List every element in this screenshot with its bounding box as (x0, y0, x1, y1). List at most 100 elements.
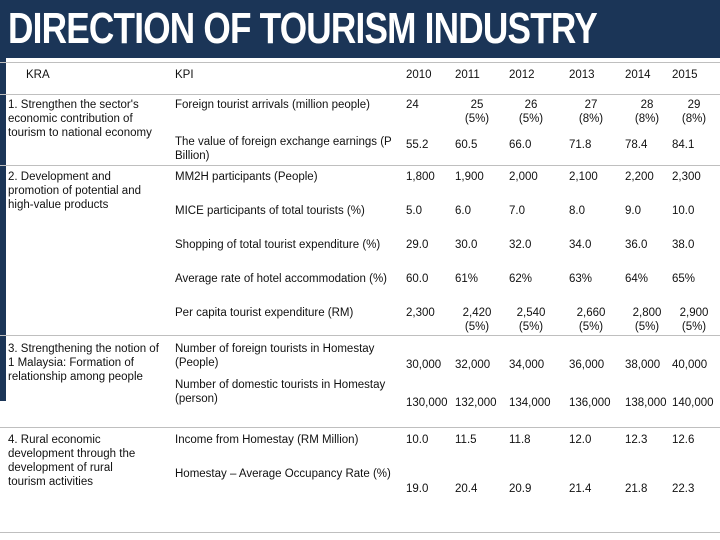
value-cell-line: 11.5 (455, 434, 477, 446)
value-cell: 10.0 (406, 433, 428, 447)
value-cell-line: (8%) (578, 113, 604, 125)
value-cell: 12.6 (672, 433, 694, 447)
value-cell-line: 34.0 (569, 239, 592, 251)
value-cell: 2,300 (406, 306, 435, 320)
value-cell-line: 30,000 (406, 359, 442, 371)
value-cell-line: (5%) (464, 113, 490, 125)
value-cell: 64% (625, 272, 648, 286)
kpi-cell-line: (person) (175, 393, 218, 405)
value-cell-line: 5.0 (406, 205, 422, 217)
value-cell: 132,000 (455, 396, 497, 410)
value-cell: 29.0 (406, 238, 428, 252)
value-cell-line: 140,000 (672, 397, 714, 409)
kra-cell-line: economic contribution of (8, 113, 133, 125)
kpi-cell: MM2H participants (People) (175, 170, 318, 184)
value-cell: 32.0 (509, 238, 531, 252)
value-cell-line: (8%) (634, 113, 660, 125)
row-divider (0, 335, 720, 336)
value-cell: 78.4 (625, 138, 647, 152)
kpi-cell-line: Foreign tourist arrivals (million people… (175, 99, 370, 111)
kra-cell: 1. Strengthen the sector's economic contr… (8, 98, 152, 140)
value-cell: 10.0 (672, 204, 694, 218)
value-cell: 61% (455, 272, 478, 286)
value-cell: 36.0 (625, 238, 647, 252)
value-cell-line: 60.0 (406, 273, 429, 285)
value-cell-line: (5%) (518, 321, 544, 333)
value-cell: 60.0 (406, 272, 428, 286)
value-cell-line: (8%) (681, 113, 707, 125)
value-cell: 71.8 (569, 138, 591, 152)
value-cell: 2,660 (5%) (569, 306, 613, 334)
header-year: 2013 (569, 69, 595, 81)
header-year: 2014 (625, 69, 651, 81)
value-cell: 138,000 (625, 396, 667, 410)
kpi-cell-line: Shopping of total tourist expenditure (%… (175, 239, 381, 251)
value-cell: 11.5 (455, 433, 477, 447)
value-cell-line: 2,660 (576, 307, 606, 319)
value-cell-line: 30.0 (455, 239, 478, 251)
value-cell: 62% (509, 272, 532, 286)
value-cell: 2,000 (509, 170, 538, 184)
kra-cell: 3. Strengthening the notion of 1 Malaysia… (8, 342, 159, 384)
kra-cell-line: high-value products (8, 199, 109, 211)
kpi-cell-line: Per capita tourist expenditure (RM) (175, 307, 354, 319)
kpi-cell: Shopping of total tourist expenditure (%… (175, 238, 380, 252)
value-cell: 5.0 (406, 204, 422, 218)
value-cell-line: 60.5 (455, 139, 478, 151)
value-cell: 84.1 (672, 138, 694, 152)
value-cell-line: (5%) (578, 321, 604, 333)
kpi-cell: Average rate of hotel accommodation (%) (175, 272, 387, 286)
value-cell-line: 132,000 (455, 397, 497, 409)
kpi-cell-line: Number of foreign tourists in Homestay (175, 343, 375, 355)
value-cell: 20.9 (509, 482, 531, 496)
value-cell: 136,000 (569, 396, 611, 410)
value-cell: 38.0 (672, 238, 694, 252)
value-cell-line: 1,900 (455, 171, 484, 183)
value-cell-line: 2,300 (672, 171, 701, 183)
row-divider (0, 532, 720, 533)
value-cell-line: 63% (569, 273, 593, 285)
value-cell-line: 21.4 (569, 483, 592, 495)
value-cell-line: 84.1 (672, 139, 695, 151)
value-cell: 2,540 (5%) (509, 306, 553, 334)
value-cell: 2,800 (5%) (625, 306, 669, 334)
row-divider (0, 165, 720, 166)
row-divider (0, 94, 720, 95)
header-year: 2010 (406, 69, 432, 81)
value-cell-line: 20.9 (509, 483, 532, 495)
value-cell: 9.0 (625, 204, 641, 218)
value-cell: 6.0 (455, 204, 471, 218)
kra-cell: 2. Development and promotion of potential… (8, 170, 141, 212)
value-cell: 60.5 (455, 138, 477, 152)
value-cell-line: 11.8 (509, 434, 531, 446)
value-cell: 29 (8%) (672, 98, 716, 126)
kra-cell-line: 4. Rural economic (8, 434, 101, 446)
value-cell: 12.0 (569, 433, 591, 447)
header-kra: KRA (26, 69, 50, 81)
value-cell: 30.0 (455, 238, 477, 252)
value-cell-line: 29 (687, 99, 701, 111)
value-cell-line: 36,000 (569, 359, 605, 371)
header-year: 2011 (455, 69, 480, 81)
kpi-cell-line: Number of domestic tourists in Homestay (175, 379, 386, 391)
value-cell-line: 65% (672, 273, 696, 285)
row-divider (0, 427, 720, 428)
value-cell-line: 130,000 (406, 397, 448, 409)
kra-cell-line: relationship among people (8, 371, 143, 383)
value-cell: 24 (406, 98, 419, 112)
kpi-cell-line: Billion) (175, 150, 210, 162)
value-cell-line: 6.0 (455, 205, 471, 217)
value-cell-line: 2,540 (516, 307, 546, 319)
value-cell: 55.2 (406, 138, 428, 152)
kpi-cell-line: Homestay – Average Occupancy Rate (%) (175, 468, 391, 480)
header-year: 2015 (672, 69, 698, 81)
value-cell-line: 27 (584, 99, 598, 111)
value-cell-line: 40,000 (672, 359, 708, 371)
value-cell: 8.0 (569, 204, 585, 218)
kra-cell-line: 1. Strengthen the sector's (8, 99, 139, 111)
value-cell-line: 10.0 (406, 434, 429, 446)
value-cell: 36,000 (569, 358, 604, 372)
kpi-cell: The value of foreign exchange earnings (… (175, 135, 392, 163)
value-cell: 2,300 (672, 170, 701, 184)
value-cell-line: 34,000 (509, 359, 545, 371)
